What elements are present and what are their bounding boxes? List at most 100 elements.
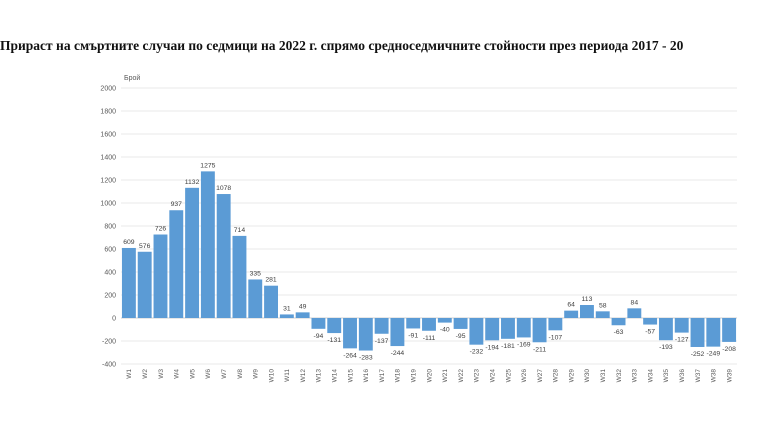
x-tick-label: W18: [395, 369, 402, 383]
bar: [485, 318, 500, 341]
y-tick-label: 600: [104, 247, 116, 254]
bar: [437, 318, 452, 323]
x-tick-label: W29: [568, 369, 575, 383]
data-label: -169: [517, 341, 531, 348]
data-label: -95: [456, 333, 466, 340]
x-tick-label: W12: [300, 369, 307, 383]
x-tick-label: W33: [632, 369, 639, 383]
bar: [422, 318, 436, 331]
data-label: -249: [707, 351, 721, 358]
data-label: 714: [234, 227, 246, 234]
data-label: 113: [582, 296, 593, 303]
x-tick-label: W2: [142, 369, 149, 379]
bar: [595, 311, 610, 318]
y-tick-label: 800: [104, 224, 116, 231]
x-tick-label: W6: [205, 369, 212, 379]
x-tick-label: W17: [379, 369, 386, 383]
x-tick-label: W15: [347, 369, 354, 383]
data-label: -40: [440, 327, 450, 334]
y-tick-label: 1800: [100, 109, 116, 116]
data-label: 1275: [200, 162, 215, 169]
x-tick-label: W25: [505, 369, 512, 383]
data-label: 58: [599, 302, 607, 309]
x-tick-label: W9: [253, 369, 260, 379]
x-tick-label: W7: [221, 369, 228, 379]
data-label: 84: [631, 299, 639, 306]
bar: [674, 318, 689, 333]
bar: [501, 318, 515, 339]
x-tick-label: W1: [126, 369, 133, 379]
x-tick-label: W26: [521, 369, 528, 383]
bar: [248, 279, 263, 318]
bar: [137, 251, 152, 318]
y-tick-label: 2000: [100, 86, 116, 93]
y-tick-label: 0: [112, 316, 116, 323]
bar: [264, 285, 279, 318]
x-tick-label: W38: [711, 369, 718, 383]
data-label: 1078: [216, 185, 231, 192]
y-tick-label: -400: [102, 362, 116, 369]
bars: [121, 171, 737, 351]
data-label: -57: [645, 329, 655, 336]
bar: [690, 318, 705, 347]
bar: [295, 312, 310, 318]
bar: [706, 318, 721, 347]
x-tick-label: W3: [158, 369, 165, 379]
bar: [327, 318, 342, 334]
data-label: -131: [327, 337, 341, 344]
data-label: 49: [299, 303, 307, 310]
data-label: -194: [485, 344, 499, 351]
data-label: -63: [614, 329, 624, 336]
x-tick-label: W8: [237, 369, 244, 379]
x-tick-label: W22: [458, 369, 465, 383]
bar: [121, 247, 136, 318]
chart-title: Прираст на смъртните случаи по седмици н…: [0, 38, 684, 53]
bar: [374, 318, 389, 334]
bar: [627, 308, 642, 318]
data-label: 281: [265, 277, 277, 284]
y-tick-label: 1200: [100, 178, 116, 185]
x-tick-label: W4: [174, 369, 181, 379]
x-tick-label: W14: [332, 369, 339, 383]
x-tick-label: W24: [489, 369, 496, 383]
data-label: -211: [533, 346, 546, 353]
bar: [343, 318, 357, 349]
y-axis-tick-labels: -400 -200 0 200 400 600 800 1000 1200 1400 1600 180…: [100, 86, 116, 369]
bar: [153, 234, 168, 318]
x-tick-label: W19: [411, 369, 418, 383]
bar: [406, 318, 421, 329]
data-label: 335: [250, 270, 262, 277]
data-label: 937: [171, 201, 183, 208]
data-label: -94: [314, 333, 324, 340]
y-tick-label: 1000: [100, 201, 116, 208]
y-tick-label: 1600: [100, 132, 116, 139]
bar: [564, 310, 579, 318]
x-tick-label: W16: [363, 369, 370, 383]
bar: [453, 318, 468, 329]
data-label: -283: [359, 355, 373, 362]
data-label: -111: [423, 335, 436, 342]
y-axis-label: Брой: [124, 74, 140, 82]
bar: [216, 194, 231, 318]
x-tick-label: W21: [442, 369, 449, 383]
data-label: -264: [343, 352, 357, 359]
x-tick-label: W11: [284, 369, 291, 382]
x-tick-label: W23: [474, 369, 481, 383]
bar: [532, 318, 547, 343]
data-label: 1132: [185, 179, 200, 186]
x-tick-label: W36: [679, 369, 686, 383]
y-tick-label: 400: [104, 270, 116, 277]
x-axis-tick-labels: W1 W2 W3 W4 W5 W6 W7 W8 W9 W10 W11 W12 W13 W14 W15 W16 W…: [126, 369, 733, 383]
bar: [548, 318, 563, 331]
bar: [722, 318, 737, 342]
x-tick-label: W5: [189, 369, 196, 379]
bar: [469, 318, 484, 345]
data-label: -91: [408, 332, 418, 339]
x-tick-label: W37: [695, 369, 702, 383]
data-label: 609: [123, 239, 135, 246]
data-label: 576: [139, 243, 151, 250]
bar: [516, 318, 531, 338]
